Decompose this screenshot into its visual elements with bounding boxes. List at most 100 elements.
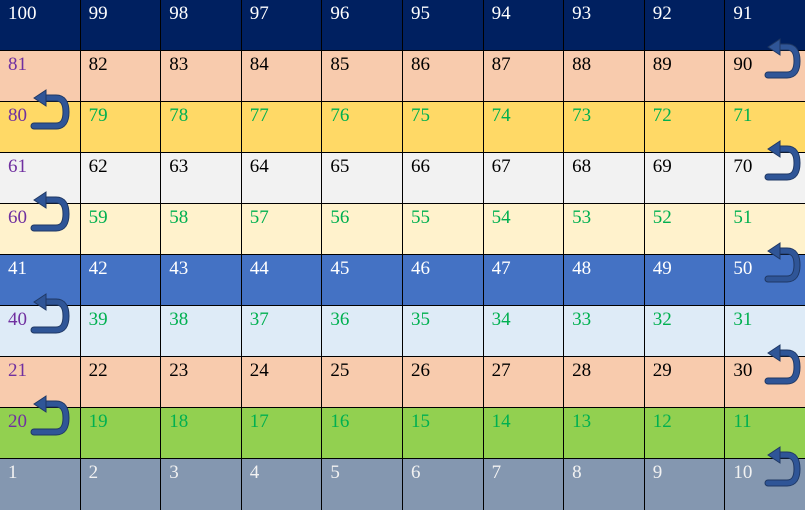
cell-number: 7: [491, 462, 502, 483]
board-row: 21 22 23 24 25 26 27 28 29 30: [0, 357, 805, 408]
cell-number: 25: [330, 360, 350, 381]
board-cell: 100: [0, 0, 80, 50]
board-cell: 75: [401, 102, 483, 152]
cell-number: 68: [572, 156, 592, 177]
cell-number: 24: [249, 360, 269, 381]
board-cell: 81: [0, 51, 80, 101]
board-cell: 39: [79, 306, 161, 356]
cell-number: 66: [410, 156, 430, 177]
board-cell: 19: [79, 408, 161, 458]
cell-number: 11: [733, 411, 752, 432]
board-cell: 35: [401, 306, 483, 356]
cell-number: 67: [491, 156, 511, 177]
board-cell: 87: [482, 51, 564, 101]
board-cell: 26: [401, 357, 483, 407]
board-cell: 12: [643, 408, 725, 458]
cell-number: 3: [169, 462, 179, 483]
board-cell: 17: [240, 408, 322, 458]
cell-number: 19: [88, 411, 108, 432]
cell-number: 49: [652, 258, 672, 279]
board-cell: 8: [563, 459, 644, 510]
board-cell: 73: [563, 102, 644, 152]
board-cell: 43: [160, 255, 241, 305]
cell-number: 13: [572, 411, 592, 432]
board-cell: 2: [79, 459, 161, 510]
board-row: 80 79 78 77 76 75 74 73 72 71: [0, 102, 805, 153]
board-cell: 10: [724, 459, 805, 510]
cell-number: 15: [410, 411, 430, 432]
board-cell: 52: [643, 204, 725, 254]
cell-number: 43: [169, 258, 189, 279]
cell-number: 70: [733, 156, 753, 177]
cell-number: 91: [733, 3, 753, 24]
cell-number: 65: [330, 156, 350, 177]
board-cell: 1: [0, 459, 80, 510]
board-cell: 44: [240, 255, 322, 305]
cell-number: 82: [88, 54, 108, 75]
board-row: 40 39 38 37 36 35 34 33 32 31: [0, 306, 805, 357]
cell-number: 1: [8, 462, 18, 483]
board-cell: 84: [240, 51, 322, 101]
cell-number: 86: [410, 54, 430, 75]
cell-number: 100: [8, 3, 37, 24]
board-cell: 3: [160, 459, 241, 510]
board-cell: 59: [79, 204, 161, 254]
cell-number: 23: [169, 360, 189, 381]
cell-number: 85: [330, 54, 350, 75]
board-cell: 28: [563, 357, 644, 407]
cell-number: 50: [733, 258, 753, 279]
board-cell: 21: [0, 357, 80, 407]
board-cell: 63: [160, 153, 241, 203]
cell-number: 12: [652, 411, 672, 432]
board-cell: 64: [240, 153, 322, 203]
board-cell: 69: [643, 153, 725, 203]
board-cell: 82: [79, 51, 161, 101]
cell-number: 64: [249, 156, 269, 177]
cell-number: 8: [572, 462, 582, 483]
board-cell: 29: [643, 357, 725, 407]
cell-number: 38: [169, 309, 189, 330]
board-cell: 49: [643, 255, 725, 305]
board-cell: 72: [643, 102, 725, 152]
cell-number: 54: [491, 207, 511, 228]
board-cell: 54: [482, 204, 564, 254]
board-cell: 9: [643, 459, 725, 510]
board-row: 20 19 18 17 16 15 14 13 12 11: [0, 408, 805, 459]
board-cell: 40: [0, 306, 80, 356]
cell-number: 21: [8, 360, 27, 381]
cell-number: 56: [330, 207, 350, 228]
cell-number: 63: [169, 156, 189, 177]
board-cell: 14: [482, 408, 564, 458]
cell-number: 22: [88, 360, 108, 381]
board-cell: 70: [724, 153, 805, 203]
board-cell: 89: [643, 51, 725, 101]
cell-number: 51: [733, 207, 753, 228]
cell-number: 6: [410, 462, 421, 483]
cell-number: 27: [491, 360, 511, 381]
board-cell: 83: [160, 51, 241, 101]
cell-number: 34: [491, 309, 511, 330]
board-cell: 97: [240, 0, 322, 50]
cell-number: 83: [169, 54, 189, 75]
cell-number: 71: [733, 105, 753, 126]
cell-number: 16: [330, 411, 350, 432]
cell-number: 39: [88, 309, 108, 330]
cell-number: 47: [491, 258, 511, 279]
cell-number: 4: [249, 462, 260, 483]
cell-number: 40: [8, 309, 27, 330]
cell-number: 59: [88, 207, 108, 228]
board-cell: 98: [160, 0, 241, 50]
cell-number: 30: [733, 360, 753, 381]
cell-number: 75: [410, 105, 430, 126]
board-cell: 32: [643, 306, 725, 356]
board-cell: 24: [240, 357, 322, 407]
cell-number: 14: [491, 411, 511, 432]
board-cell: 50: [724, 255, 805, 305]
cell-number: 33: [572, 309, 592, 330]
cell-number: 29: [652, 360, 672, 381]
board-cell: 46: [401, 255, 483, 305]
cell-number: 97: [249, 3, 269, 24]
cell-number: 92: [652, 3, 672, 24]
board-cell: 96: [321, 0, 402, 50]
cell-number: 5: [330, 462, 340, 483]
